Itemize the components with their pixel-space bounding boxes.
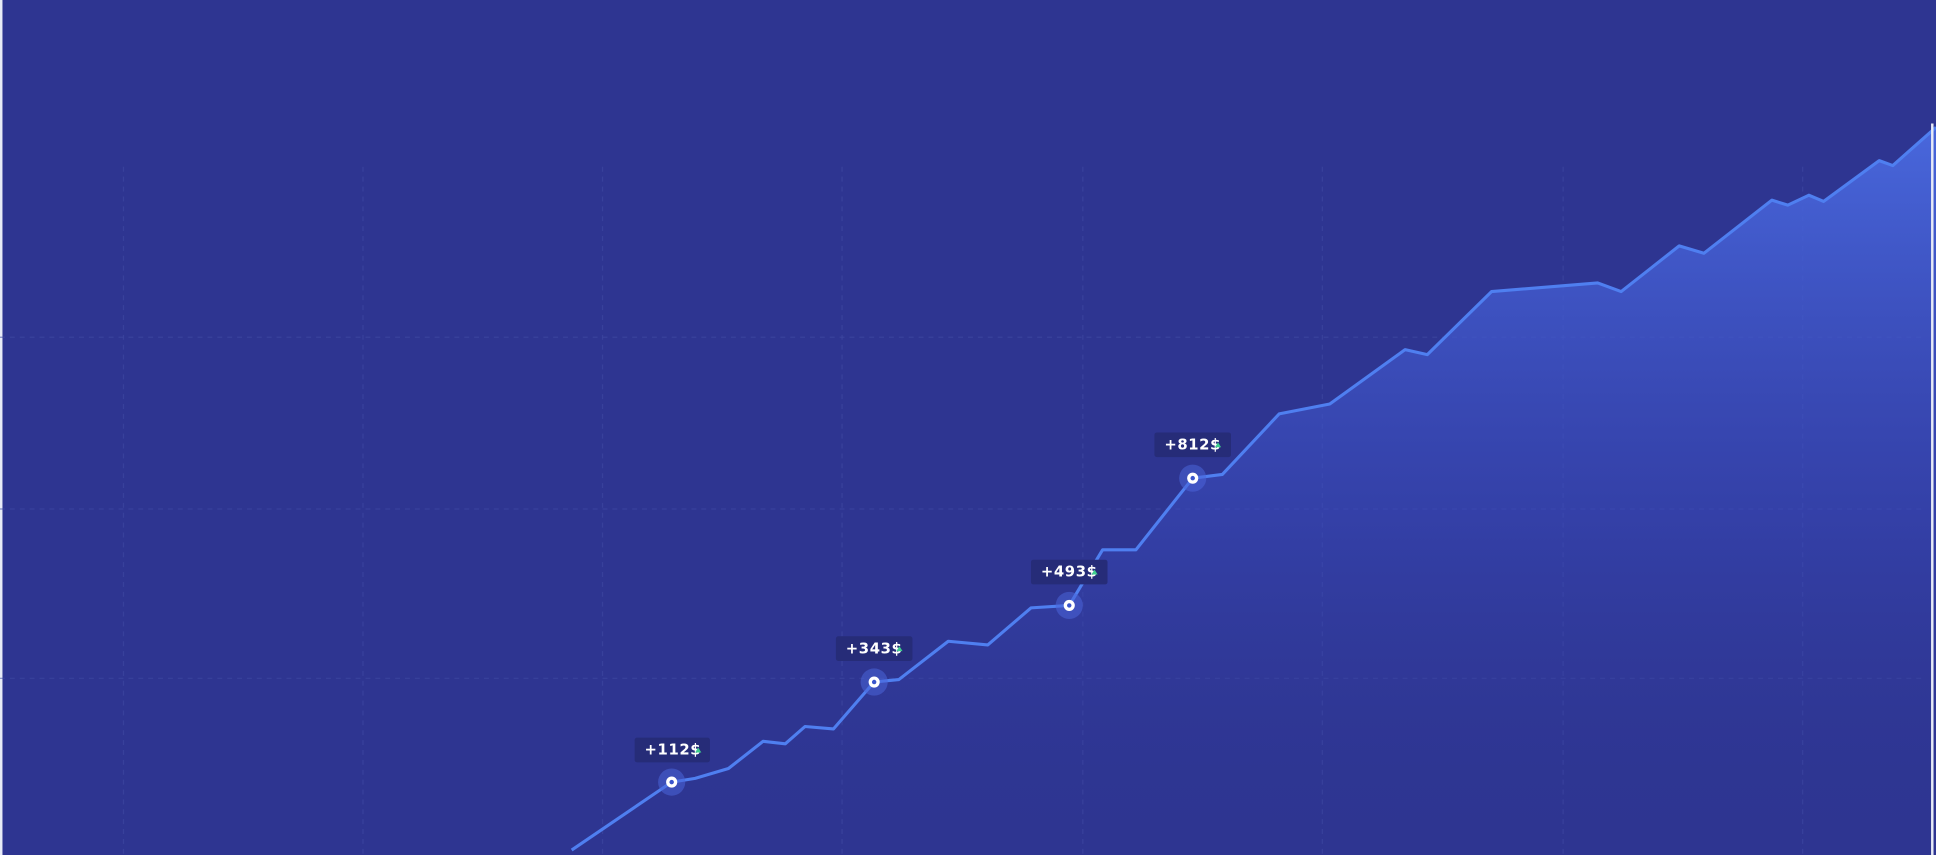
tooltip: +812$ xyxy=(1154,432,1231,458)
tooltip-label: +343$ xyxy=(846,640,903,657)
trend-line xyxy=(570,126,1936,852)
up-arrow xyxy=(695,747,702,753)
tooltip: +112$ xyxy=(634,737,710,763)
tooltip-box xyxy=(1154,432,1231,458)
tooltip-box xyxy=(835,636,913,662)
tooltip-label: +112$ xyxy=(645,742,702,759)
tooltip-label: +493$ xyxy=(1041,564,1098,581)
tooltip-box xyxy=(634,737,710,763)
left-edge xyxy=(0,0,3,855)
tooltip: +343$ xyxy=(835,636,913,662)
marker xyxy=(1179,464,1207,492)
marker xyxy=(658,768,686,796)
marker xyxy=(860,668,888,696)
tooltip: +493$ xyxy=(1030,559,1108,585)
tooltip-label: +812$ xyxy=(1164,436,1221,453)
tooltip-box xyxy=(1030,559,1108,585)
up-arrow xyxy=(896,646,903,652)
up-arrow xyxy=(1214,442,1222,448)
marker xyxy=(1055,591,1083,620)
area-fill xyxy=(571,127,1936,855)
up-arrow xyxy=(1091,569,1098,575)
